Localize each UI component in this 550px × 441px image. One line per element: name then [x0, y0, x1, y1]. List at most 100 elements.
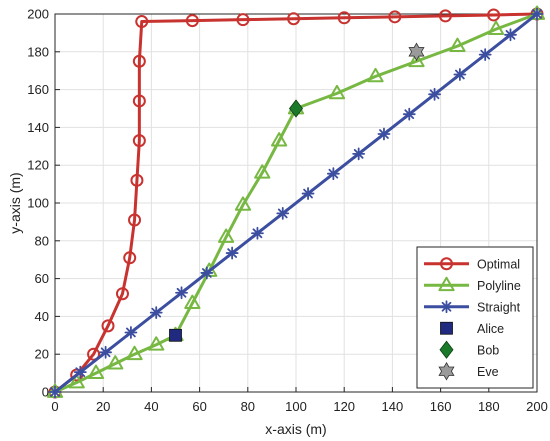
polyline-point — [217, 228, 235, 243]
optimal-point — [132, 54, 146, 68]
polyline-point — [184, 294, 201, 310]
optimal-point — [132, 94, 146, 108]
x-tick-label: 80 — [241, 399, 255, 414]
optimal-point — [236, 13, 250, 27]
straight-point — [276, 206, 290, 220]
x-axis-label: x-axis (m) — [265, 421, 326, 437]
polyline-point — [68, 374, 85, 389]
polyline-point — [87, 364, 105, 379]
polyline-point — [328, 84, 346, 100]
y-tick-label: 80 — [35, 233, 49, 248]
x-tick-label: 180 — [478, 399, 500, 414]
straight-point — [428, 87, 441, 101]
y-tick-label: 100 — [27, 196, 49, 211]
optimal-point — [128, 213, 142, 227]
legend-item-eve: Eve — [438, 361, 499, 381]
legend-label: Alice — [477, 322, 504, 336]
polyline-point — [148, 336, 165, 351]
legend-label: Bob — [477, 343, 499, 357]
straight-point — [326, 167, 340, 181]
polyline-point — [408, 52, 425, 68]
y-tick-label: 60 — [35, 271, 49, 286]
polyline-point — [126, 345, 143, 361]
straight-point — [530, 7, 544, 21]
y-tick-label: 180 — [27, 44, 49, 59]
legend-swatch-marker — [440, 257, 453, 271]
bob-marker — [288, 99, 304, 118]
straight-point — [149, 306, 163, 320]
legend-box — [416, 246, 534, 389]
optimal-point — [101, 319, 115, 333]
optimal-point — [115, 287, 129, 301]
y-ticks: 0 20 40 60 80 100 120 140 160 180 200 — [27, 7, 60, 400]
legend-swatch-marker — [438, 361, 455, 381]
straight-point — [301, 187, 315, 200]
y-tick-label: 120 — [27, 158, 49, 173]
y-tick-label: 40 — [35, 309, 49, 324]
legend-swatch-marker — [440, 321, 453, 335]
straight-point — [200, 266, 214, 280]
straight-point — [124, 326, 138, 339]
x-tick-label: 20 — [96, 399, 110, 414]
x-tick-label: 140 — [382, 399, 404, 414]
optimal-point — [130, 173, 144, 187]
x-ticks: 0 20 40 60 80 100 120 140 160 180 200 — [51, 387, 548, 414]
optimal-point — [87, 347, 101, 361]
polyline-point — [234, 196, 252, 211]
legend: Optimal Polyline Straight Alice Bob Eve — [416, 246, 534, 389]
series-straight — [48, 7, 544, 399]
legend-item-optimal: Optimal — [424, 257, 520, 271]
polyline-point — [107, 355, 124, 370]
x-tick-label: 60 — [192, 399, 206, 414]
y-axis-label: y-axis (m) — [7, 172, 23, 233]
y-tick-label: 20 — [35, 347, 49, 362]
optimal-point — [185, 14, 199, 28]
straight-point — [504, 28, 517, 42]
straight-point — [99, 345, 113, 359]
polyline-point — [254, 164, 271, 179]
marker-layer — [169, 42, 425, 342]
polyline-point — [367, 67, 384, 83]
optimal-point — [438, 9, 452, 23]
legend-item-polyline: Polyline — [424, 276, 521, 293]
legend-item-alice: Alice — [440, 321, 504, 336]
alice-marker — [169, 328, 182, 342]
optimal-point — [287, 12, 301, 26]
legend-swatch-marker — [439, 340, 454, 359]
legend-item-straight: Straight — [424, 300, 521, 314]
straight-point — [478, 48, 492, 62]
x-tick-label: 0 — [51, 399, 58, 414]
optimal-point — [388, 10, 402, 24]
x-tick-label: 40 — [144, 399, 158, 414]
straight-point — [352, 147, 366, 161]
straight-point — [402, 107, 416, 121]
optimal-point — [123, 251, 137, 265]
series-layer — [46, 5, 546, 399]
x-tick-label: 100 — [285, 399, 307, 414]
legend-label: Eve — [477, 365, 499, 379]
straight-point — [251, 226, 264, 240]
straight-point — [377, 127, 391, 141]
legend-label: Optimal — [477, 257, 520, 271]
legend-label: Polyline — [477, 279, 521, 293]
y-tick-label: 140 — [27, 120, 49, 135]
x-tick-label: 120 — [333, 399, 355, 414]
straight-point — [175, 286, 188, 300]
y-tick-label: 160 — [27, 82, 49, 97]
legend-swatch-marker — [440, 300, 453, 314]
straight-point — [225, 246, 239, 260]
optimal-point — [487, 8, 501, 22]
eve-marker — [408, 42, 425, 62]
x-tick-label: 160 — [430, 399, 452, 414]
polyline-point — [449, 37, 466, 53]
polyline-point — [271, 132, 288, 147]
y-tick-label: 0 — [42, 385, 49, 400]
y-tick-label: 200 — [27, 7, 49, 22]
straight-point — [73, 365, 87, 379]
legend-item-bob: Bob — [439, 340, 499, 359]
polyline-point — [487, 20, 505, 35]
x-tick-label: 200 — [526, 399, 548, 414]
optimal-point — [132, 134, 146, 148]
legend-swatch-marker — [438, 276, 455, 292]
